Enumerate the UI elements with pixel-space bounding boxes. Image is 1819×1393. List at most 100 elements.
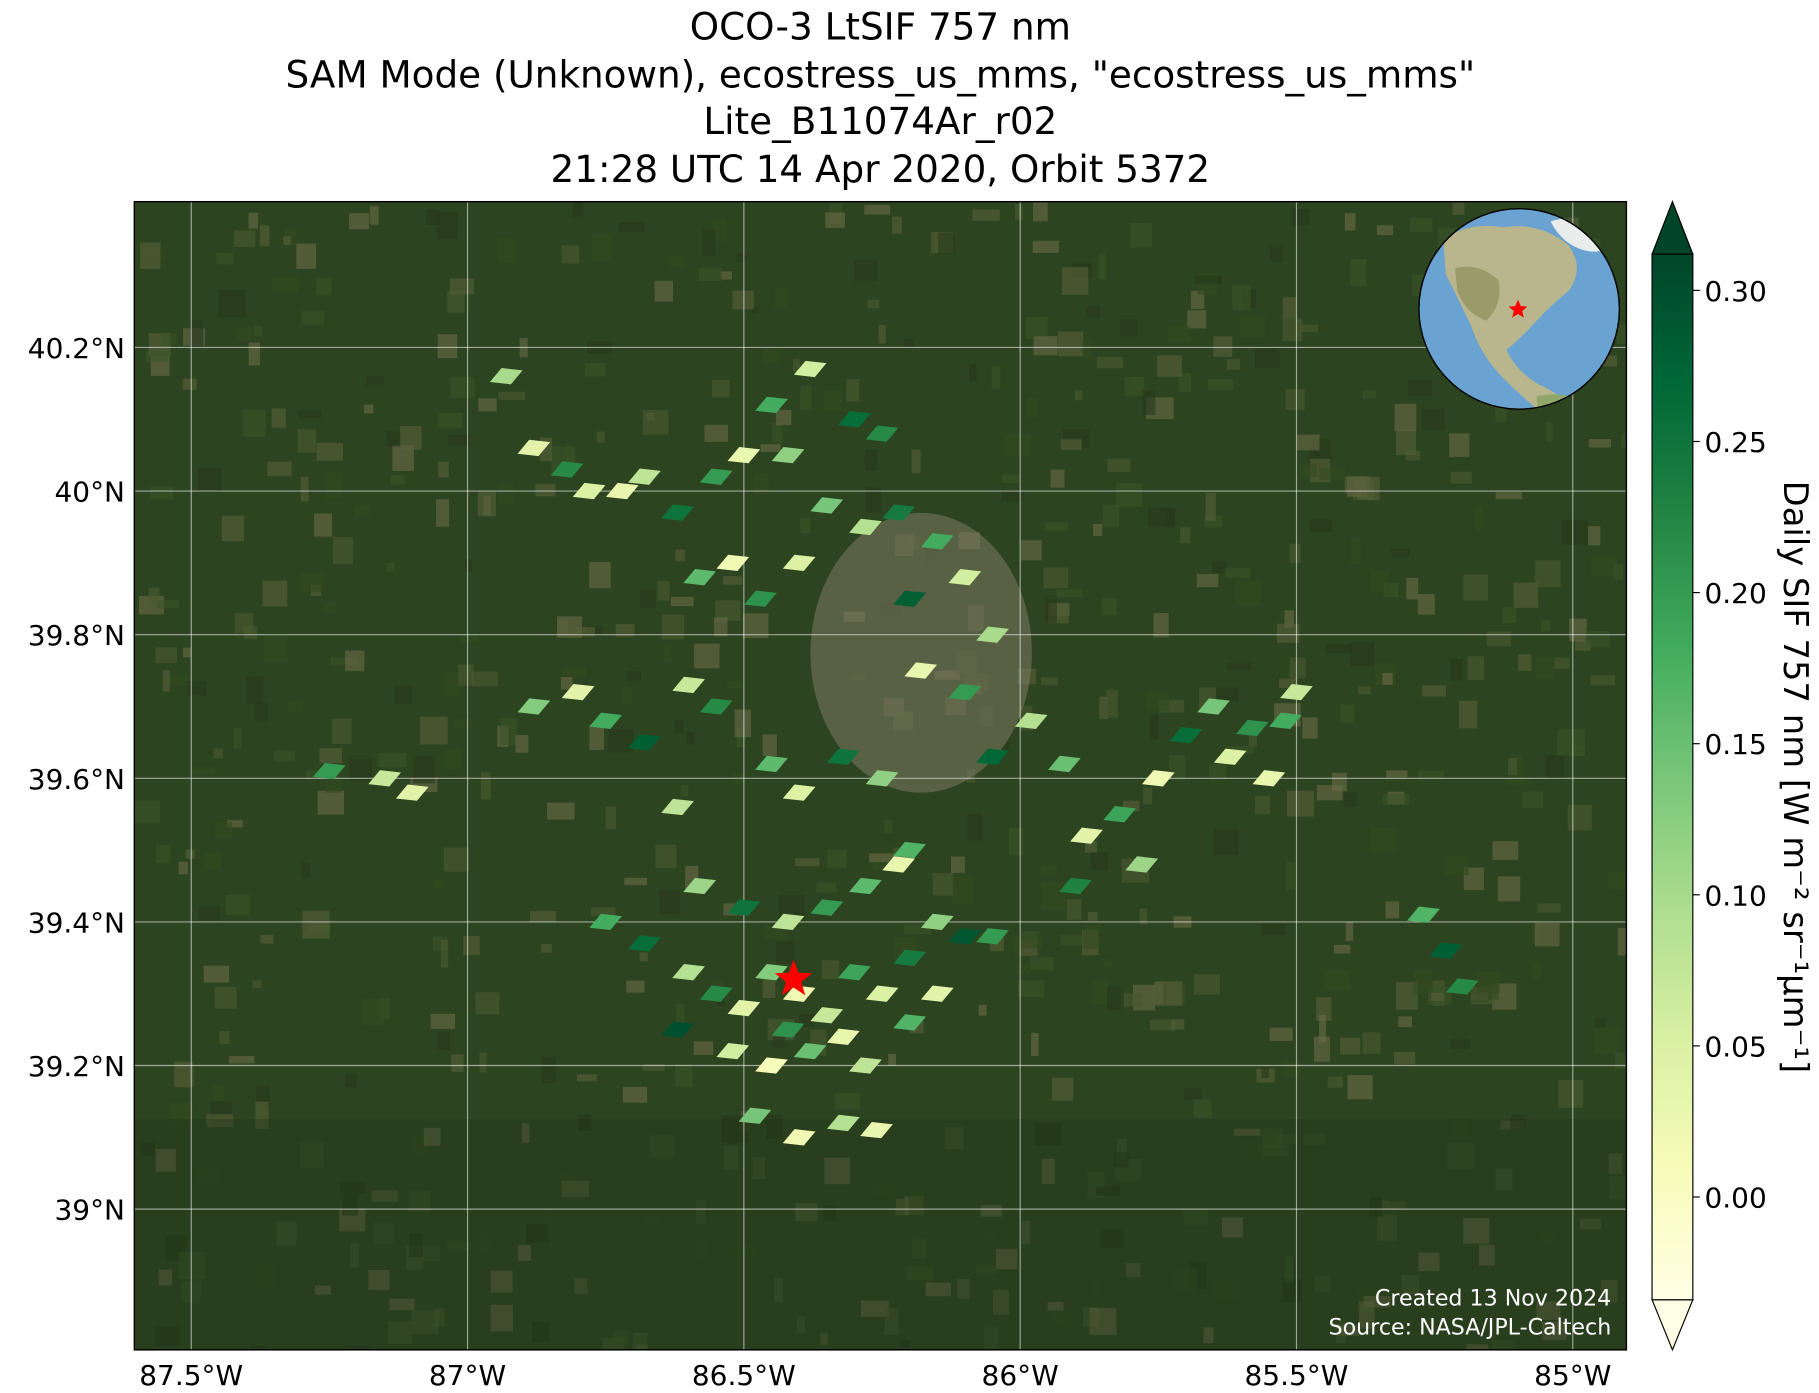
field-patch (1299, 464, 1317, 477)
field-patch (663, 644, 672, 662)
field-patch (259, 225, 270, 247)
field-patch (390, 475, 405, 485)
field-patch (1097, 357, 1124, 369)
field-patch (1422, 685, 1447, 697)
field-patch (702, 229, 716, 256)
colorbar-tick-label: 0.10 (1705, 879, 1767, 912)
field-patch (723, 1146, 739, 1170)
field-patch (1475, 506, 1483, 531)
field-patch (408, 1190, 431, 1212)
field-patch (254, 325, 262, 336)
field-patch (816, 882, 837, 893)
field-patch (233, 727, 242, 749)
field-patch (447, 290, 465, 313)
sounding (827, 748, 860, 765)
field-patch (364, 404, 374, 414)
field-patch (681, 785, 689, 796)
field-patch (368, 1269, 390, 1291)
field-patch (1232, 285, 1251, 311)
field-patch (1099, 696, 1108, 719)
field-patch (903, 923, 932, 935)
sounding (755, 964, 788, 981)
field-patch (256, 1085, 270, 1106)
field-patch (1396, 982, 1418, 1010)
field-patch (218, 290, 246, 318)
field-patch (642, 1063, 665, 1071)
sounding (976, 928, 1009, 945)
field-patch (541, 1056, 557, 1083)
field-patch (1561, 519, 1589, 546)
field-patch (1391, 548, 1410, 558)
field-patch (316, 442, 344, 461)
sounding (313, 762, 346, 780)
field-patch (1587, 526, 1601, 546)
field-patch (1585, 630, 1610, 648)
sounding (1014, 712, 1048, 729)
field-patch (271, 277, 299, 293)
field-patch (1178, 373, 1191, 392)
field-patch (1104, 958, 1113, 968)
field-patch (1255, 795, 1271, 815)
field-patch (423, 1127, 441, 1146)
field-patch (1542, 1321, 1567, 1341)
field-patch (1609, 1176, 1627, 1199)
field-patch (1344, 792, 1358, 807)
field-patch (1107, 986, 1122, 1011)
field-patch (1452, 202, 1465, 215)
field-patch (1261, 1067, 1270, 1078)
field-patch (432, 879, 443, 889)
field-patch (475, 992, 500, 1015)
field-patch (561, 245, 580, 264)
field-patch (762, 978, 776, 999)
field-patch (471, 671, 499, 687)
field-patch (155, 647, 178, 664)
globe-target (1508, 299, 1528, 318)
field-patch (1327, 1076, 1343, 1088)
field-patch (639, 952, 648, 962)
field-patch (1608, 871, 1627, 890)
sounding (1213, 748, 1247, 765)
field-patch (762, 734, 777, 757)
field-patch (1033, 336, 1058, 356)
field-patch (615, 624, 635, 637)
field-patch (1090, 852, 1109, 870)
field-patch (276, 1221, 297, 1246)
field-patch (388, 1321, 412, 1344)
field-patch (1114, 1151, 1129, 1168)
field-patch (1157, 355, 1182, 377)
colorbar-body (1651, 253, 1694, 1301)
field-patch (951, 877, 974, 905)
field-patch (426, 209, 440, 225)
field-patch (161, 334, 177, 346)
field-patch (378, 753, 407, 768)
sounding (893, 949, 926, 966)
field-patch (1377, 1214, 1398, 1242)
field-patch (654, 280, 673, 302)
field-patch (319, 748, 343, 764)
field-patch (982, 1232, 997, 1241)
field-patch (575, 626, 595, 637)
field-patch (1226, 358, 1241, 370)
field-patch (1286, 790, 1314, 817)
field-patch (204, 853, 222, 870)
field-patch (324, 472, 344, 498)
field-patch (412, 755, 436, 784)
field-patch (972, 209, 1000, 221)
field-patch (1450, 471, 1472, 484)
field-patch (1613, 564, 1624, 580)
field-patch (1447, 1143, 1475, 1169)
field-patch (1340, 704, 1355, 723)
field-patch (800, 385, 812, 410)
field-patch (1545, 422, 1553, 442)
field-patch (796, 1316, 805, 1334)
sounding (782, 554, 816, 572)
field-patch (1180, 527, 1191, 544)
field-patch (743, 613, 769, 639)
field-patch (911, 1238, 927, 1260)
field-patch (301, 311, 325, 325)
sounding (699, 468, 733, 485)
field-patch (1045, 598, 1057, 623)
field-patch (490, 1304, 514, 1332)
field-patch (236, 327, 254, 342)
